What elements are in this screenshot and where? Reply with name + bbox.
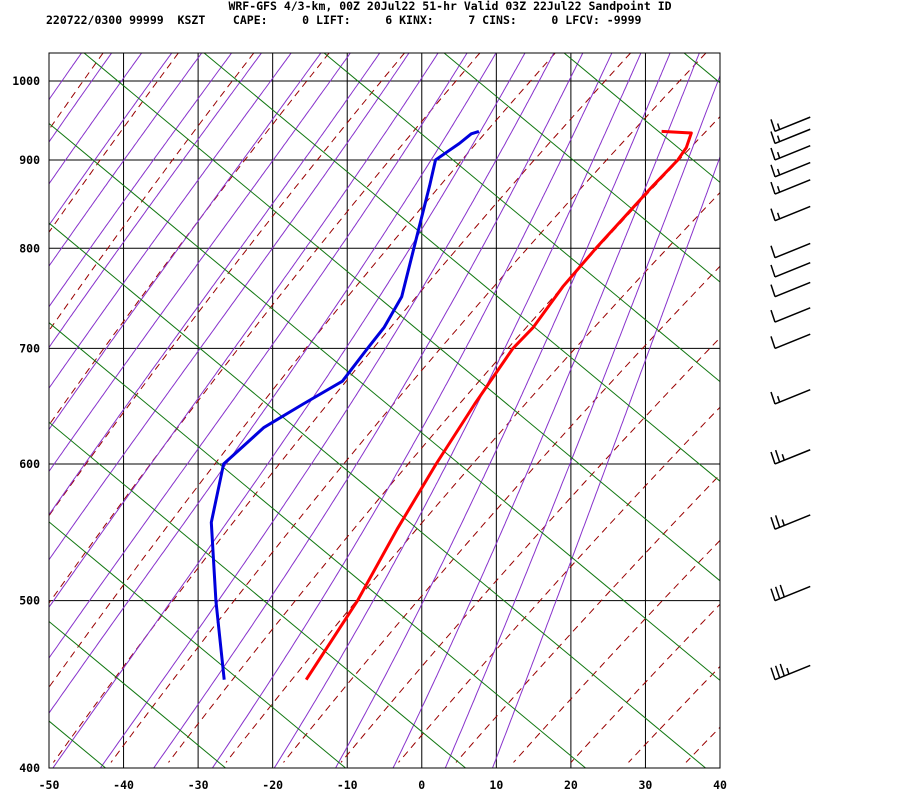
pressure-tick-label: 800 (19, 241, 40, 255)
wind-barb (770, 281, 811, 298)
x-tick-label: 40 (713, 778, 727, 792)
dry-adiabat-line (685, 726, 720, 763)
mixing-ratio-line (683, 53, 720, 84)
wind-barb (770, 307, 811, 323)
dry-adiabat-line (49, 53, 104, 131)
pressure-tick-label: 900 (19, 153, 40, 167)
moist-adiabat-line (49, 53, 468, 659)
x-tick-label: -20 (262, 778, 283, 792)
moist-adiabat-line (49, 53, 262, 349)
wind-barb (770, 242, 811, 259)
moist-adiabat-line (211, 53, 613, 768)
pressure-tick-label: 700 (19, 341, 40, 355)
mixing-ratio-line (49, 222, 707, 768)
wind-barbs (770, 116, 811, 681)
wind-barb (770, 389, 811, 405)
dry-adiabat-line (744, 53, 900, 762)
moist-adiabat-line (444, 74, 720, 768)
mixing-ratio-line (83, 53, 720, 582)
moist-adiabat-line (49, 53, 351, 473)
dry-adiabat-line (859, 53, 900, 762)
dry-adiabat-line (49, 53, 255, 332)
dry-adiabat-line (52, 53, 631, 763)
pressure-tick-label: 500 (19, 594, 40, 608)
wind-barb (770, 663, 811, 681)
moist-adiabat-line (49, 53, 410, 561)
wind-barb (770, 179, 811, 195)
mixing-ratio-line (49, 620, 227, 768)
wind-barb (770, 449, 811, 465)
mixing-ratio-line (49, 720, 107, 768)
dewpoint-trace (209, 129, 480, 680)
dry-adiabat-line (49, 53, 405, 517)
x-tick-label: 10 (489, 778, 503, 792)
x-tick-label: 20 (564, 778, 578, 792)
moist-adiabat-line (49, 53, 381, 516)
moist-adiabat-line (492, 155, 720, 768)
moist-adiabat-line (49, 53, 173, 226)
moist-adiabat-line (335, 53, 671, 768)
moist-adiabat-line (49, 53, 143, 185)
mixing-ratio-line (203, 53, 720, 482)
wind-barb (770, 514, 811, 530)
dry-adiabat-line (49, 53, 330, 426)
dry-adiabat-line (801, 53, 900, 762)
wind-barb (770, 205, 811, 222)
sounding-stats-line: 220722/0300 99999 KSZT CAPE: 0 LIFT: 6 K… (46, 13, 642, 27)
dry-adiabat-line (628, 665, 720, 763)
chart-title: WRF-GFS 4/3-km, 00Z 20Jul22 51-hr Valid … (228, 0, 672, 13)
mixing-ratio-line (49, 421, 467, 768)
x-tick-label: -10 (337, 778, 358, 792)
mixing-ratio-line (49, 122, 720, 682)
dry-adiabat-line (168, 115, 720, 763)
mixing-ratio-line (323, 53, 720, 383)
wind-barb (770, 145, 811, 161)
moist-adiabat-line (49, 53, 497, 714)
moist-adiabat-line (392, 53, 700, 768)
moist-adiabat-line (49, 53, 292, 389)
wind-barb (770, 333, 811, 350)
x-tick-label: -50 (39, 778, 60, 792)
moist-adiabat-line (49, 53, 232, 308)
x-tick-label: -40 (113, 778, 134, 792)
mixing-ratio-line (780, 33, 900, 780)
dry-adiabat-line (49, 53, 556, 689)
pressure-tick-label: 1000 (12, 74, 40, 88)
dry-adiabat-line (570, 603, 720, 763)
wind-barb (770, 584, 811, 602)
moist-adiabat-line (49, 53, 322, 431)
moist-adiabat-line (273, 53, 642, 768)
moist-adiabat-line (49, 53, 439, 609)
mixing-ratio-line (443, 53, 720, 283)
dry-adiabat-line (283, 265, 720, 763)
plot-frame (48, 52, 721, 769)
x-tick-label: -30 (188, 778, 209, 792)
x-tick-label: 0 (418, 778, 425, 792)
wind-barb (770, 262, 811, 278)
moist-adiabat-line (49, 53, 113, 143)
mixing-ratio-line (49, 521, 347, 768)
mixing-ratio-line (563, 53, 720, 184)
moist-adiabat-line (49, 53, 203, 267)
moist-adiabat-line (99, 53, 555, 768)
dry-adiabat-line (49, 53, 179, 234)
axis-tick-labels: -50 -40 -30 -20 -10 0 10 20 30 40 400 500 600 700 800 9… (12, 74, 727, 792)
wind-barb (770, 116, 811, 133)
pressure-tick-label: 400 (19, 761, 40, 775)
mixing-ratio-line (49, 322, 587, 768)
moist-adiabat-line (52, 53, 526, 768)
x-tick-label: 30 (639, 778, 653, 792)
dry-adiabat-line (513, 539, 720, 763)
temperature-trace (304, 129, 693, 681)
sounding-traces (209, 129, 693, 681)
wind-barb (770, 128, 811, 145)
pressure-tick-label: 600 (19, 457, 40, 471)
dry-adiabat-line (340, 337, 720, 763)
wind-barb (770, 161, 811, 178)
background-lines (49, 33, 900, 780)
dry-adiabat-line (49, 53, 481, 604)
dry-adiabat-line (110, 53, 707, 763)
